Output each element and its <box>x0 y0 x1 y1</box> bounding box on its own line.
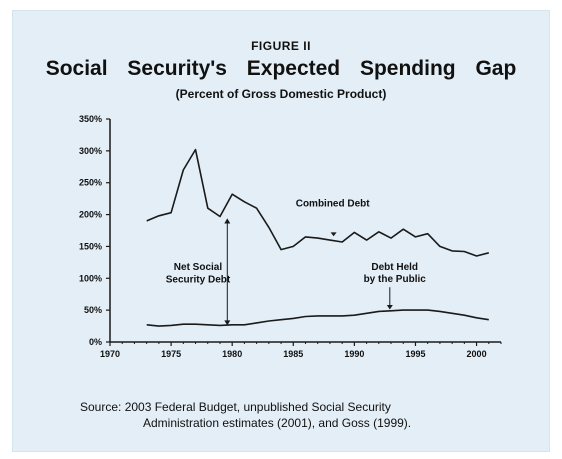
x-tick-label: 1970 <box>100 349 120 359</box>
axes: 0% 50% 100% 150% 200% 250% 300% 350% 1970 1975 198… <box>79 114 502 359</box>
figure-panel: FIGURE II Social Security's Expected Spe… <box>12 10 550 452</box>
x-tick-label: 1990 <box>344 349 364 359</box>
series-line-combined-debt <box>146 148 490 257</box>
annotation-net-ss-debt-line1: Net Social <box>174 262 223 273</box>
figure-label: FIGURE II <box>251 39 311 53</box>
series-layer <box>146 148 490 327</box>
source-line-2: Administration estimates (2001), and Gos… <box>143 416 412 430</box>
series-line-debt-held-by-public <box>146 309 489 327</box>
y-tick-label: 100% <box>79 273 102 283</box>
chart-title: Social Security's Expected Spending Gap <box>45 57 517 80</box>
x-tick-label: 1995 <box>405 349 425 359</box>
y-tick-label: 50% <box>84 305 102 315</box>
annotation-arrow-public-head <box>386 305 393 310</box>
annotation-combined-debt: Combined Debt <box>296 198 371 209</box>
x-tick-label: 2000 <box>467 349 487 359</box>
x-tick-label: 1985 <box>283 349 303 359</box>
annotation-debt-held-line1: Debt Held <box>371 262 418 273</box>
annotation-debt-held-line2: by the Public <box>364 274 427 285</box>
y-tick-label: 350% <box>79 114 102 124</box>
annotations: Combined Debt Net Social Security Debt Debt… <box>166 198 427 326</box>
annotation-arrow-down <box>224 320 231 326</box>
chart-subtitle: (Percent of Gross Domestic Product) <box>175 87 387 101</box>
y-tick-label: 0% <box>89 337 102 347</box>
source-note: Source: 2003 Federal Budget, unpublished… <box>13 399 549 431</box>
x-tick-label: 1980 <box>222 349 242 359</box>
y-tick-label: 150% <box>79 241 102 251</box>
source-line-1: Source: 2003 Federal Budget, unpublished… <box>80 400 391 414</box>
y-tick-label: 250% <box>79 178 102 188</box>
y-tick-label: 200% <box>79 210 102 220</box>
annotation-arrow-up <box>224 218 231 224</box>
chart-svg: 0% 50% 100% 150% 200% 250% 300% 350% 1970 1975 198… <box>79 114 502 359</box>
x-tick-label: 1975 <box>161 349 181 359</box>
annotation-arrow-combined <box>330 232 337 237</box>
y-tick-label: 300% <box>79 146 102 156</box>
annotation-net-ss-debt-line2: Security Debt <box>166 275 231 286</box>
